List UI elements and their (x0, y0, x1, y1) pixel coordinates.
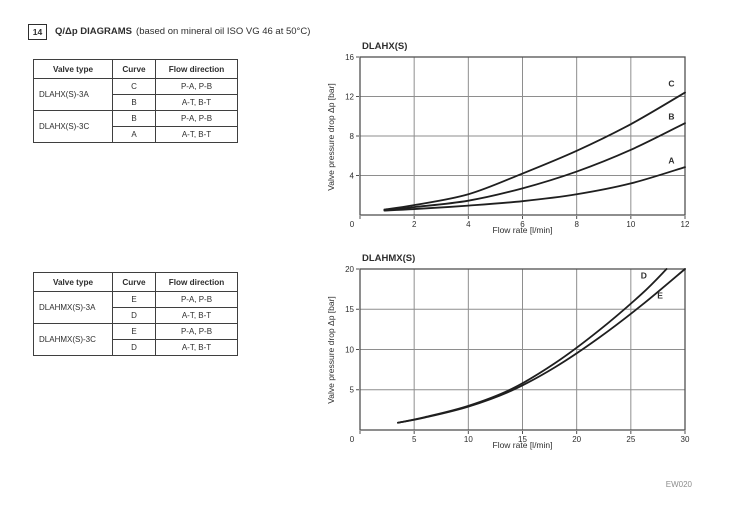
valve-type-cell: DLAHX(S)-3A (33, 78, 113, 111)
table-row: DLAHX(S)-3C B P-A, P-B (33, 110, 238, 143)
curve-label-E: E (657, 291, 663, 301)
curve-cell: D (112, 307, 156, 324)
table-row: A A-T, B-T (34, 126, 238, 143)
y-tick-label: 20 (345, 265, 354, 274)
page-title: Q/Δp DIAGRAMS (55, 26, 133, 37)
y-tick-label: 15 (345, 305, 354, 314)
flow-direction-cell: A-T, B-T (155, 126, 238, 143)
y-tick-label: 12 (345, 92, 354, 101)
flow-direction-cell: A-T, B-T (155, 339, 238, 356)
chart-canvas-dlahmx: 0 5 10 15 20 25 30 5 10 15 20 E D (345, 265, 690, 444)
curve-label-A: A (668, 156, 674, 166)
table-header-row: Valve type Curve Flow direction (33, 59, 238, 79)
curve-D (397, 268, 668, 424)
y-tick-label: 16 (345, 53, 354, 62)
valve-type-cell: DLAHMX(S)-3C (33, 323, 113, 356)
flow-direction-cell: P-A, P-B (155, 78, 238, 95)
col-header-flow-direction: Flow direction (155, 59, 238, 79)
x-tick-label: 12 (681, 220, 690, 229)
x-tick-label: 30 (681, 435, 690, 444)
x-tick-label: 2 (412, 220, 417, 229)
page-header: Q/Δp DIAGRAMS (based on mineral oil ISO V… (55, 26, 310, 37)
table-header-row: Valve type Curve Flow direction (33, 272, 238, 292)
chart-title-dlahx: DLAHX(S) (362, 41, 408, 52)
page-subtitle: (based on mineral oil ISO VG 46 at 50°C) (136, 26, 311, 37)
plot-frame (359, 56, 686, 216)
x-tick-label: 5 (412, 435, 417, 444)
section-number-box: 14 (28, 24, 47, 40)
curve-E (397, 268, 686, 424)
flow-direction-cell: P-A, P-B (155, 110, 238, 127)
curve-cell: E (112, 291, 156, 308)
y-tick-label: 8 (350, 132, 355, 141)
table-row: DLAHMX(S)-3C E P-A, P-B (33, 323, 238, 356)
x-axis-label: Flow rate [l/min] (492, 225, 553, 235)
flow-direction-cell: P-A, P-B (155, 323, 238, 340)
x-tick-label: 10 (626, 220, 635, 229)
col-header-valve-type: Valve type (33, 272, 113, 292)
x-tick-label: 10 (464, 435, 473, 444)
y-tick-label: 5 (350, 386, 355, 395)
x-tick-label: 20 (572, 435, 581, 444)
valve-type-cell: DLAHMX(S)-3A (33, 291, 113, 324)
col-header-curve: Curve (112, 272, 156, 292)
col-header-valve-type: Valve type (33, 59, 113, 79)
flow-direction-cell: P-A, P-B (155, 291, 238, 308)
document-code: EW020 (665, 480, 692, 489)
table-row: D A-T, B-T (34, 339, 238, 356)
curve-C (383, 91, 686, 211)
curve-cell: B (112, 94, 156, 111)
curve-cell: D (112, 339, 156, 356)
x-tick-label: 8 (574, 220, 579, 229)
curve-B (383, 122, 686, 211)
valve-type-cell: DLAHX(S)-3C (33, 110, 113, 143)
chart-title-dlahmx: DLAHMX(S) (362, 253, 416, 264)
curve-cell: C (112, 78, 156, 95)
x-tick-label: 15 (518, 435, 527, 444)
table-row: DLAHMX(S)-3A E P-A, P-B (33, 291, 238, 324)
curve-cell: B (112, 110, 156, 127)
col-header-flow-direction: Flow direction (155, 272, 238, 292)
flow-direction-cell: A-T, B-T (155, 94, 238, 111)
x-tick-label: 25 (626, 435, 635, 444)
flow-direction-cell: A-T, B-T (155, 307, 238, 324)
x-axis-label: Flow rate [l/min] (492, 440, 553, 450)
x-tick-label: 0 (350, 220, 355, 229)
curve-label-C: C (668, 79, 674, 89)
valve-table-dlahmx: Valve type Curve Flow direction DLAHMX(S… (33, 272, 238, 356)
x-tick-label: 6 (520, 220, 525, 229)
y-tick-label: 10 (345, 345, 354, 354)
curve-label-B: B (668, 111, 674, 121)
y-tick-label: 4 (350, 171, 355, 180)
curve-A (383, 166, 686, 212)
chart-canvas-dlahx: 0 2 4 6 8 10 12 4 8 12 16 A B C (345, 53, 690, 229)
plot-frame (359, 268, 686, 431)
col-header-curve: Curve (112, 59, 156, 79)
valve-table-dlahx: Valve type Curve Flow direction DLAHX(S)… (33, 59, 238, 143)
curve-cell: E (112, 323, 156, 340)
curve-label-D: D (641, 270, 647, 280)
x-tick-label: 0 (350, 435, 355, 444)
curve-cell: A (112, 126, 156, 143)
x-tick-label: 4 (466, 220, 471, 229)
table-row: DLAHX(S)-3A C P-A, P-B (33, 78, 238, 111)
